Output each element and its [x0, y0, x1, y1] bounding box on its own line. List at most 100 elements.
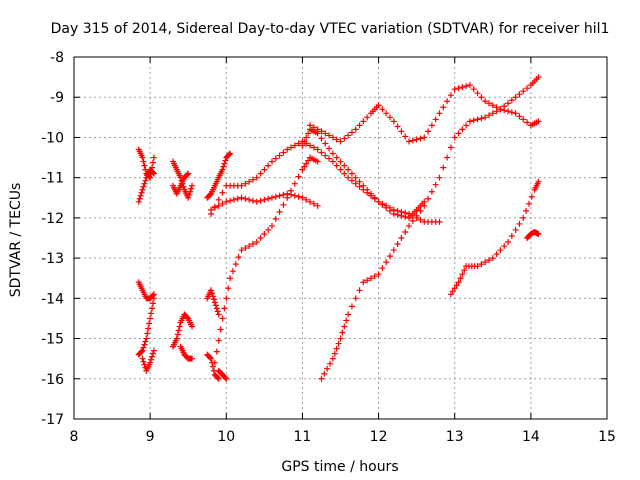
data-point	[180, 183, 187, 190]
data-point	[482, 259, 489, 266]
data-point	[307, 142, 314, 149]
data-point	[272, 155, 279, 162]
data-point	[138, 189, 145, 196]
x-tick-label: 14	[522, 429, 540, 445]
data-point	[318, 135, 325, 142]
y-axis-label: SDTVAR / TECUs	[8, 183, 24, 298]
data-point	[149, 300, 156, 307]
data-point	[516, 91, 523, 98]
data-point	[253, 174, 260, 181]
data-point	[187, 188, 194, 195]
data-point	[217, 326, 224, 333]
data-point	[184, 314, 191, 321]
data-point	[257, 197, 264, 204]
data-point	[318, 128, 325, 135]
data-point	[307, 198, 314, 205]
data-point	[352, 174, 359, 181]
data-point	[457, 275, 464, 282]
data-point	[447, 144, 454, 151]
data-point	[466, 82, 473, 89]
data-point	[337, 335, 344, 342]
data-point	[329, 150, 336, 157]
data-point	[215, 337, 222, 344]
data-point	[451, 86, 458, 93]
data-point	[455, 85, 462, 92]
data-point	[360, 118, 367, 125]
data-point	[535, 118, 542, 125]
data-point	[209, 363, 216, 370]
data-point	[341, 135, 348, 142]
data-point	[371, 194, 378, 201]
data-point	[343, 317, 350, 324]
x-tick-label: 9	[146, 429, 155, 445]
data-point	[295, 173, 302, 180]
y-tick-label: -9	[50, 90, 64, 106]
data-point	[402, 133, 409, 140]
data-point	[394, 211, 401, 218]
data-point	[141, 341, 148, 348]
data-point	[417, 207, 424, 214]
data-point	[335, 340, 342, 347]
data-point	[141, 162, 148, 169]
axis-ticks: 8 9 10 11 12 13 14 15 -17 -16 -15 -14 -13 -12 -11 -10 -9…	[41, 50, 616, 445]
data-point	[337, 158, 344, 165]
data-point	[512, 226, 519, 233]
data-point	[189, 323, 196, 330]
data-point	[501, 243, 508, 250]
data-point	[322, 152, 329, 159]
data-point	[379, 265, 386, 272]
data-point	[406, 138, 413, 145]
data-point	[189, 182, 196, 189]
data-point	[220, 163, 227, 170]
series-arc-20	[447, 178, 542, 298]
data-point	[345, 174, 352, 181]
data-point	[299, 166, 306, 173]
data-point	[222, 374, 229, 381]
data-point	[524, 85, 531, 92]
data-point	[173, 335, 180, 342]
data-point	[223, 375, 230, 382]
data-point	[215, 202, 222, 209]
data-point	[432, 181, 439, 188]
data-point	[280, 149, 287, 156]
data-point	[268, 222, 275, 229]
series-arc-14	[208, 138, 443, 225]
data-point	[413, 212, 420, 219]
data-point	[383, 259, 390, 266]
data-point	[318, 149, 325, 156]
data-point	[383, 110, 390, 117]
data-point	[447, 291, 454, 298]
data-point	[150, 170, 157, 177]
y-tick-label: -8	[50, 50, 64, 66]
data-point	[246, 243, 253, 250]
data-point	[299, 142, 306, 149]
data-point	[455, 130, 462, 137]
data-point	[249, 241, 256, 248]
data-point	[398, 212, 405, 219]
data-point	[135, 198, 142, 205]
data-point	[459, 271, 466, 278]
data-point	[137, 192, 144, 199]
series-arc-8	[169, 311, 196, 350]
data-point	[226, 151, 233, 158]
data-point	[238, 182, 245, 189]
data-point	[482, 98, 489, 105]
data-point	[268, 158, 275, 165]
data-point	[139, 355, 146, 362]
data-point	[139, 347, 146, 354]
data-point	[394, 123, 401, 130]
data-point	[386, 253, 393, 260]
data-point	[148, 356, 155, 363]
data-point	[459, 84, 466, 91]
data-point	[257, 170, 264, 177]
data-point	[229, 268, 236, 275]
data-point	[291, 142, 298, 149]
data-point	[303, 196, 310, 203]
data-point	[428, 188, 435, 195]
data-point	[485, 257, 492, 264]
data-point	[482, 114, 489, 121]
series-arc-2	[135, 166, 157, 205]
data-point	[150, 154, 157, 161]
data-point	[406, 222, 413, 229]
